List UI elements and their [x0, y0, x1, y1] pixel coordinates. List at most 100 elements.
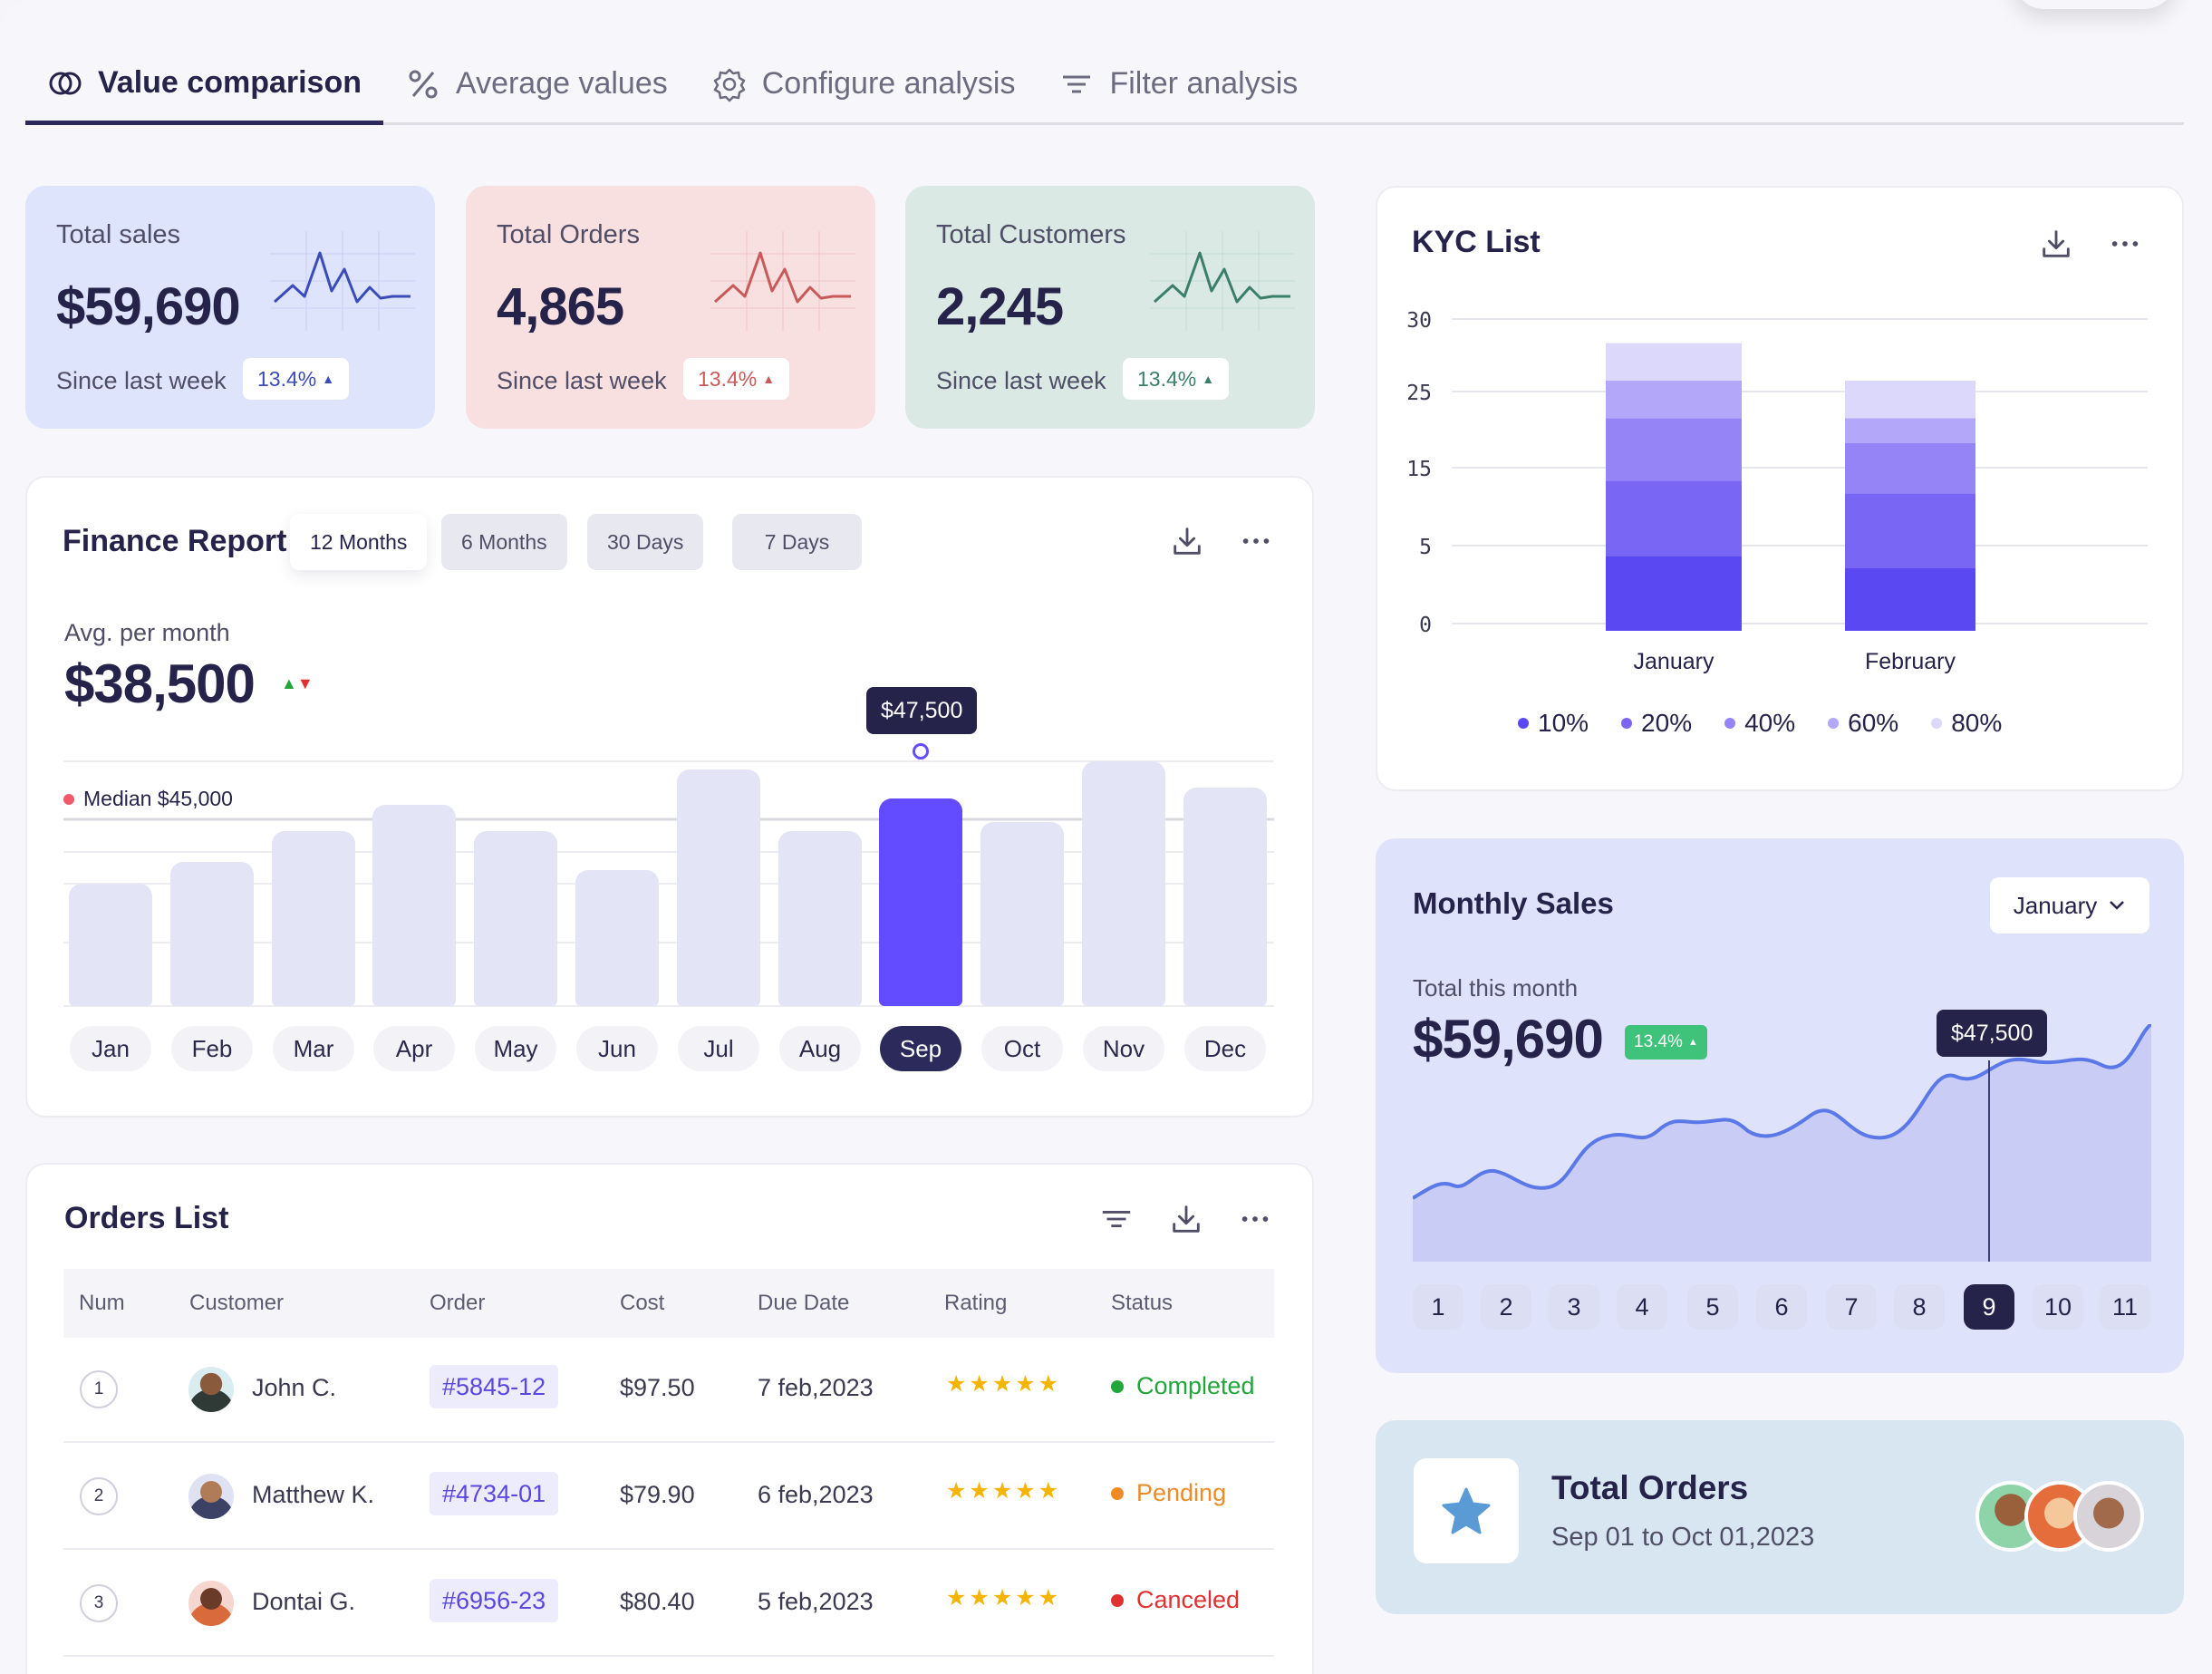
month-label-sep[interactable]: Sep: [880, 1026, 961, 1071]
more-button[interactable]: [2105, 224, 2145, 264]
finance-bar-aug[interactable]: [778, 831, 862, 1006]
finance-bar-mar[interactable]: [272, 831, 355, 1006]
filter-button[interactable]: [1096, 1199, 1136, 1239]
finance-bar-jul[interactable]: [677, 769, 760, 1006]
column-header-customer[interactable]: Customer: [189, 1291, 285, 1315]
page-button-3[interactable]: 3: [1549, 1284, 1599, 1330]
kyc-bar-segment-january-10[interactable]: [1606, 556, 1742, 631]
change-badge: 13.4% ▲: [243, 358, 350, 400]
order-id-link[interactable]: #4734-01: [430, 1472, 559, 1515]
tab-average-values[interactable]: Average values: [383, 45, 690, 122]
kyc-bar-segment-january-40[interactable]: [1606, 418, 1742, 481]
range-6-months[interactable]: 6 Months: [441, 514, 567, 570]
table-row[interactable]: 1 John C. #5845-12 $97.50 7 feb,2023 ★★★…: [63, 1336, 1274, 1443]
download-button[interactable]: [1167, 521, 1207, 561]
finance-bar-nov[interactable]: [1082, 761, 1165, 1006]
kyc-bar-segment-february-10[interactable]: [1845, 568, 1975, 631]
range-12-months[interactable]: 12 Months: [290, 514, 428, 570]
finance-bar-sep[interactable]: [879, 798, 962, 1006]
month-label-jul[interactable]: Jul: [678, 1026, 759, 1071]
tab-value-comparison[interactable]: Value comparison: [25, 45, 383, 125]
column-header-order[interactable]: Order: [430, 1291, 486, 1315]
page-button-11[interactable]: 11: [2100, 1284, 2150, 1330]
page-button-1[interactable]: 1: [1413, 1284, 1463, 1330]
finance-bar-may[interactable]: [474, 831, 557, 1006]
legend-item-80: 80%: [1931, 709, 2002, 738]
finance-bar-jun[interactable]: [575, 870, 659, 1006]
column-header-rating[interactable]: Rating: [944, 1291, 1008, 1315]
page-button-10[interactable]: 10: [2033, 1284, 2083, 1330]
avatar: [188, 1581, 234, 1626]
month-label-dec[interactable]: Dec: [1184, 1026, 1266, 1071]
month-label-jan[interactable]: Jan: [70, 1026, 151, 1071]
row-number: 1: [80, 1370, 118, 1408]
kyc-bar-segment-january-60[interactable]: [1606, 381, 1742, 419]
avg-label: Avg. per month: [64, 619, 230, 646]
finance-bar-feb[interactable]: [170, 862, 254, 1006]
order-id-link[interactable]: #5845-12: [430, 1365, 559, 1408]
month-label-aug[interactable]: Aug: [779, 1026, 861, 1071]
more-button[interactable]: [1236, 521, 1276, 561]
page-button-4[interactable]: 4: [1617, 1284, 1667, 1330]
kyc-bar-segment-january-80[interactable]: [1606, 343, 1742, 381]
month-label-apr[interactable]: Apr: [373, 1026, 455, 1071]
stat-card-total-orders: Total Orders 4,865 Since last week 13.4%…: [466, 186, 875, 429]
download-button[interactable]: [2036, 224, 2076, 264]
rating-stars: ★★★★★: [946, 1478, 1062, 1504]
stat-card-total-customers: Total Customers 2,245 Since last week 13…: [905, 186, 1315, 429]
table-row[interactable]: 2 Matthew K. #4734-01 $79.90 6 feb,2023 …: [63, 1443, 1274, 1550]
caret-up-icon: ▲: [1202, 372, 1215, 386]
month-label-mar[interactable]: Mar: [273, 1026, 354, 1071]
kyc-bar-segment-february-80[interactable]: [1845, 381, 1975, 419]
more-button[interactable]: [1235, 1199, 1275, 1239]
month-label-nov[interactable]: Nov: [1083, 1026, 1164, 1071]
column-header-num[interactable]: Num: [79, 1291, 125, 1315]
kyc-bar-segment-february-20[interactable]: [1845, 493, 1975, 568]
page-button-6[interactable]: 6: [1756, 1284, 1807, 1330]
month-label-oct[interactable]: Oct: [981, 1026, 1063, 1071]
page-button-9[interactable]: 9: [1964, 1284, 2014, 1330]
column-header-due-date[interactable]: Due Date: [758, 1291, 850, 1315]
kyc-bar-segment-february-60[interactable]: [1845, 418, 1975, 443]
page-button-8[interactable]: 8: [1894, 1284, 1945, 1330]
status-dot: [1111, 1486, 1124, 1500]
month-label-may[interactable]: May: [475, 1026, 556, 1071]
stat-label: Total Customers: [936, 220, 1126, 249]
stat-card-total-sales: Total sales $59,690 Since last week 13.4…: [25, 186, 435, 429]
stat-since: Since last week: [497, 367, 667, 394]
column-header-status[interactable]: Status: [1111, 1291, 1174, 1315]
table-row[interactable]: 3 Dontai G. #6956-23 $80.40 5 feb,2023 ★…: [63, 1550, 1274, 1657]
month-select[interactable]: January: [1990, 877, 2149, 934]
column-header-cost[interactable]: Cost: [620, 1291, 665, 1315]
finance-bar-oct[interactable]: [980, 822, 1064, 1006]
tab-configure-analysis[interactable]: Configure analysis: [690, 45, 1038, 122]
order-id-link[interactable]: #6956-23: [430, 1579, 559, 1622]
total-orders-title: Total Orders: [1551, 1469, 1749, 1506]
page-button-2[interactable]: 2: [1481, 1284, 1531, 1330]
change-badge: 13.4% ▲: [1123, 358, 1230, 400]
legend-label: 60%: [1848, 709, 1899, 737]
range-7-days[interactable]: 7 Days: [732, 514, 862, 570]
stat-value: 2,245: [936, 277, 1064, 336]
finance-bar-jan[interactable]: [69, 884, 152, 1006]
legend-label: 40%: [1744, 709, 1796, 737]
trend-arrows-icon: ▲▼: [281, 674, 314, 692]
month-label-jun[interactable]: Jun: [576, 1026, 658, 1071]
stat-value: $59,690: [56, 277, 241, 336]
finance-bar-dec[interactable]: [1183, 788, 1267, 1006]
kyc-bar-segment-february-40[interactable]: [1845, 443, 1975, 494]
kyc-list-card: [1376, 186, 2184, 791]
monthly-area-chart: [1413, 1024, 2151, 1262]
download-button[interactable]: [1166, 1199, 1206, 1239]
page-button-7[interactable]: 7: [1826, 1284, 1877, 1330]
kyc-bar-segment-january-20[interactable]: [1606, 480, 1742, 556]
month-label-feb[interactable]: Feb: [171, 1026, 253, 1071]
tab-filter-analysis[interactable]: Filter analysis: [1037, 45, 1319, 122]
sparkline-icon: [270, 231, 415, 331]
finance-bar-apr[interactable]: [372, 805, 456, 1006]
range-30-days[interactable]: 30 Days: [587, 514, 704, 570]
customer-name: Matthew K.: [252, 1481, 375, 1508]
page-button-5[interactable]: 5: [1687, 1284, 1738, 1330]
change-badge: 13.4% ▲: [1625, 1025, 1707, 1060]
month-select-value: January: [2013, 891, 2098, 919]
